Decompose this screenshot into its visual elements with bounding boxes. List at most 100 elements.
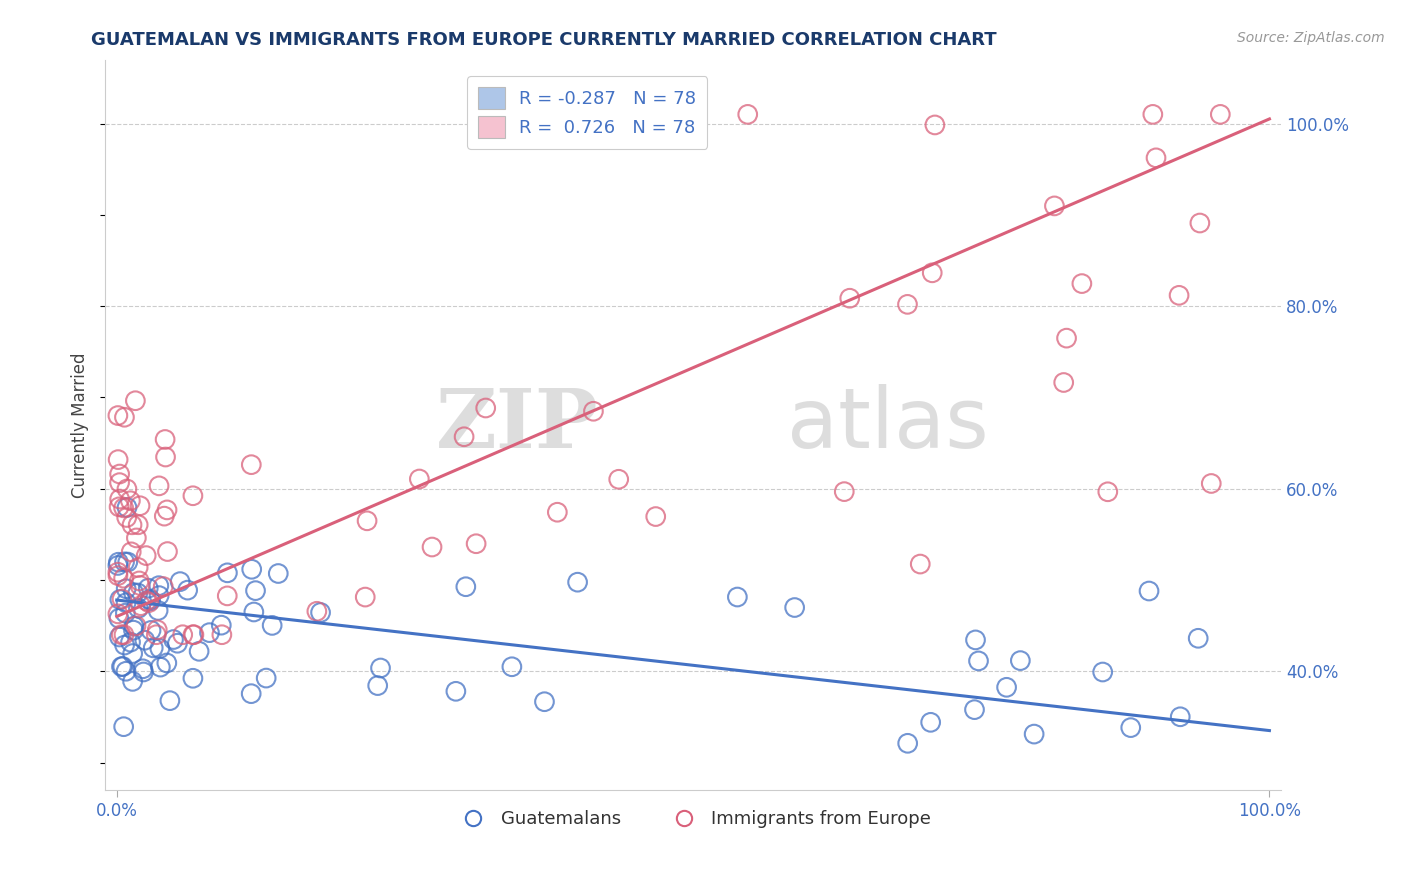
Text: atlas: atlas <box>787 384 988 466</box>
Point <box>111 592 134 607</box>
Point <box>967 654 990 668</box>
Point <box>1168 288 1191 302</box>
Point <box>117 555 139 569</box>
Point <box>146 603 169 617</box>
Point <box>198 625 221 640</box>
Point <box>107 558 129 573</box>
Point <box>1097 484 1119 499</box>
Point <box>115 482 138 496</box>
Point <box>115 510 138 524</box>
Point <box>183 628 205 642</box>
Point <box>146 623 169 637</box>
Point <box>139 593 162 607</box>
Point <box>142 640 165 655</box>
Point <box>408 472 430 486</box>
Point <box>156 503 179 517</box>
Point <box>122 619 145 633</box>
Point <box>121 674 143 689</box>
Point <box>156 656 179 670</box>
Point <box>924 118 946 132</box>
Point <box>127 586 149 600</box>
Point <box>115 582 138 596</box>
Point <box>156 544 179 558</box>
Point <box>896 297 918 311</box>
Point <box>114 555 136 569</box>
Point <box>454 580 477 594</box>
Point <box>148 479 170 493</box>
Point <box>136 581 159 595</box>
Point <box>153 433 176 447</box>
Point <box>1091 665 1114 679</box>
Point <box>188 644 211 658</box>
Point <box>169 574 191 589</box>
Point <box>112 720 135 734</box>
Point <box>153 509 176 524</box>
Point <box>1201 476 1223 491</box>
Point <box>112 500 135 515</box>
Point <box>149 660 172 674</box>
Point <box>115 665 138 679</box>
Point <box>240 562 263 576</box>
Point <box>128 578 150 592</box>
Point <box>120 493 142 508</box>
Point <box>148 579 170 593</box>
Point <box>107 565 129 579</box>
Point <box>138 596 160 610</box>
Point <box>135 549 157 563</box>
Point <box>420 540 443 554</box>
Point <box>114 638 136 652</box>
Point <box>114 606 136 620</box>
Point <box>1053 376 1076 390</box>
Point <box>162 632 184 647</box>
Point <box>107 555 129 569</box>
Point <box>995 681 1018 695</box>
Point <box>111 659 134 673</box>
Point <box>897 736 920 750</box>
Point <box>453 430 475 444</box>
Point <box>262 618 284 632</box>
Point <box>474 401 496 415</box>
Point <box>120 635 142 649</box>
Text: Source: ZipAtlas.com: Source: ZipAtlas.com <box>1237 31 1385 45</box>
Point <box>108 500 131 514</box>
Point <box>108 592 131 607</box>
Point <box>267 566 290 581</box>
Point <box>152 580 174 594</box>
Point <box>444 684 467 698</box>
Point <box>108 611 131 625</box>
Point <box>1024 727 1046 741</box>
Point <box>254 671 277 685</box>
Point <box>110 628 132 642</box>
Point <box>135 594 157 608</box>
Point <box>644 509 666 524</box>
Point <box>145 628 167 642</box>
Point <box>115 500 138 515</box>
Point <box>108 475 131 490</box>
Point <box>305 604 328 618</box>
Point <box>110 659 132 673</box>
Point <box>134 633 156 648</box>
Point <box>149 641 172 656</box>
Point <box>838 291 860 305</box>
Point <box>112 628 135 642</box>
Point <box>148 589 170 603</box>
Point <box>963 703 986 717</box>
Point <box>910 557 932 571</box>
Point <box>209 618 232 632</box>
Point <box>108 630 131 644</box>
Point <box>832 484 855 499</box>
Point <box>181 671 204 685</box>
Point <box>211 628 233 642</box>
Text: GUATEMALAN VS IMMIGRANTS FROM EUROPE CURRENTLY MARRIED CORRELATION CHART: GUATEMALAN VS IMMIGRANTS FROM EUROPE CUR… <box>91 31 997 49</box>
Point <box>1188 216 1211 230</box>
Point <box>107 452 129 467</box>
Point <box>139 592 162 607</box>
Point <box>181 489 204 503</box>
Point <box>783 600 806 615</box>
Point <box>125 531 148 545</box>
Point <box>107 568 129 582</box>
Point <box>132 662 155 676</box>
Point <box>122 585 145 599</box>
Point <box>107 409 129 423</box>
Point <box>1144 151 1167 165</box>
